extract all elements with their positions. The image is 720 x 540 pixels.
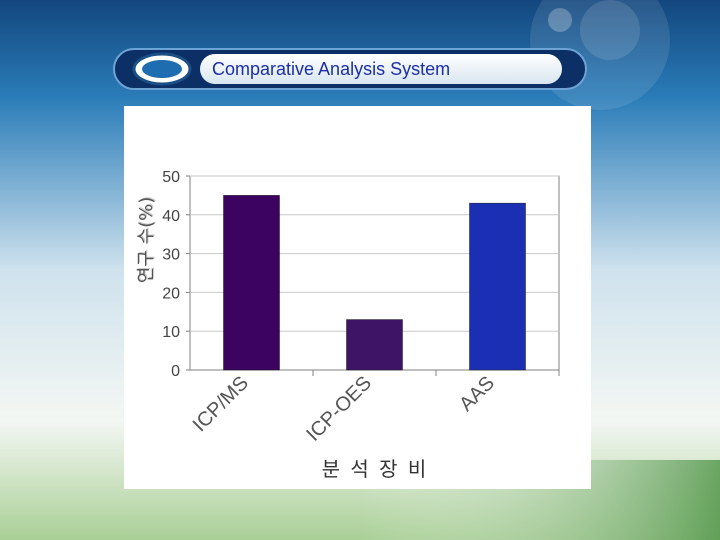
y-axis-label: 연구 수(%)	[136, 196, 157, 284]
x-axis-label: 분 석 장 비	[321, 457, 429, 481]
y-tick-label: 0	[171, 363, 180, 380]
x-tick-label: AAS	[455, 372, 499, 416]
bar-chart: 0 10 20 30 40 50 ICP/MS ICP-OES AAS	[162, 169, 560, 446]
y-tick-label: 20	[162, 285, 180, 302]
page-title: Comparative Analysis System	[212, 59, 451, 79]
y-tick-label: 50	[162, 169, 180, 186]
header-bar	[113, 48, 587, 90]
bar	[469, 202, 526, 371]
y-tick-label: 40	[162, 208, 180, 225]
bar	[223, 195, 280, 371]
chart-panel: 0 10 20 30 40 50 ICP/MS ICP-OES AAS	[124, 106, 591, 489]
y-tick-label: 10	[162, 324, 180, 341]
x-tick-label: ICP/MS	[189, 372, 253, 436]
bar	[346, 319, 403, 371]
x-tick-label: ICP-OES	[302, 372, 376, 446]
y-tick-label: 30	[162, 247, 180, 264]
